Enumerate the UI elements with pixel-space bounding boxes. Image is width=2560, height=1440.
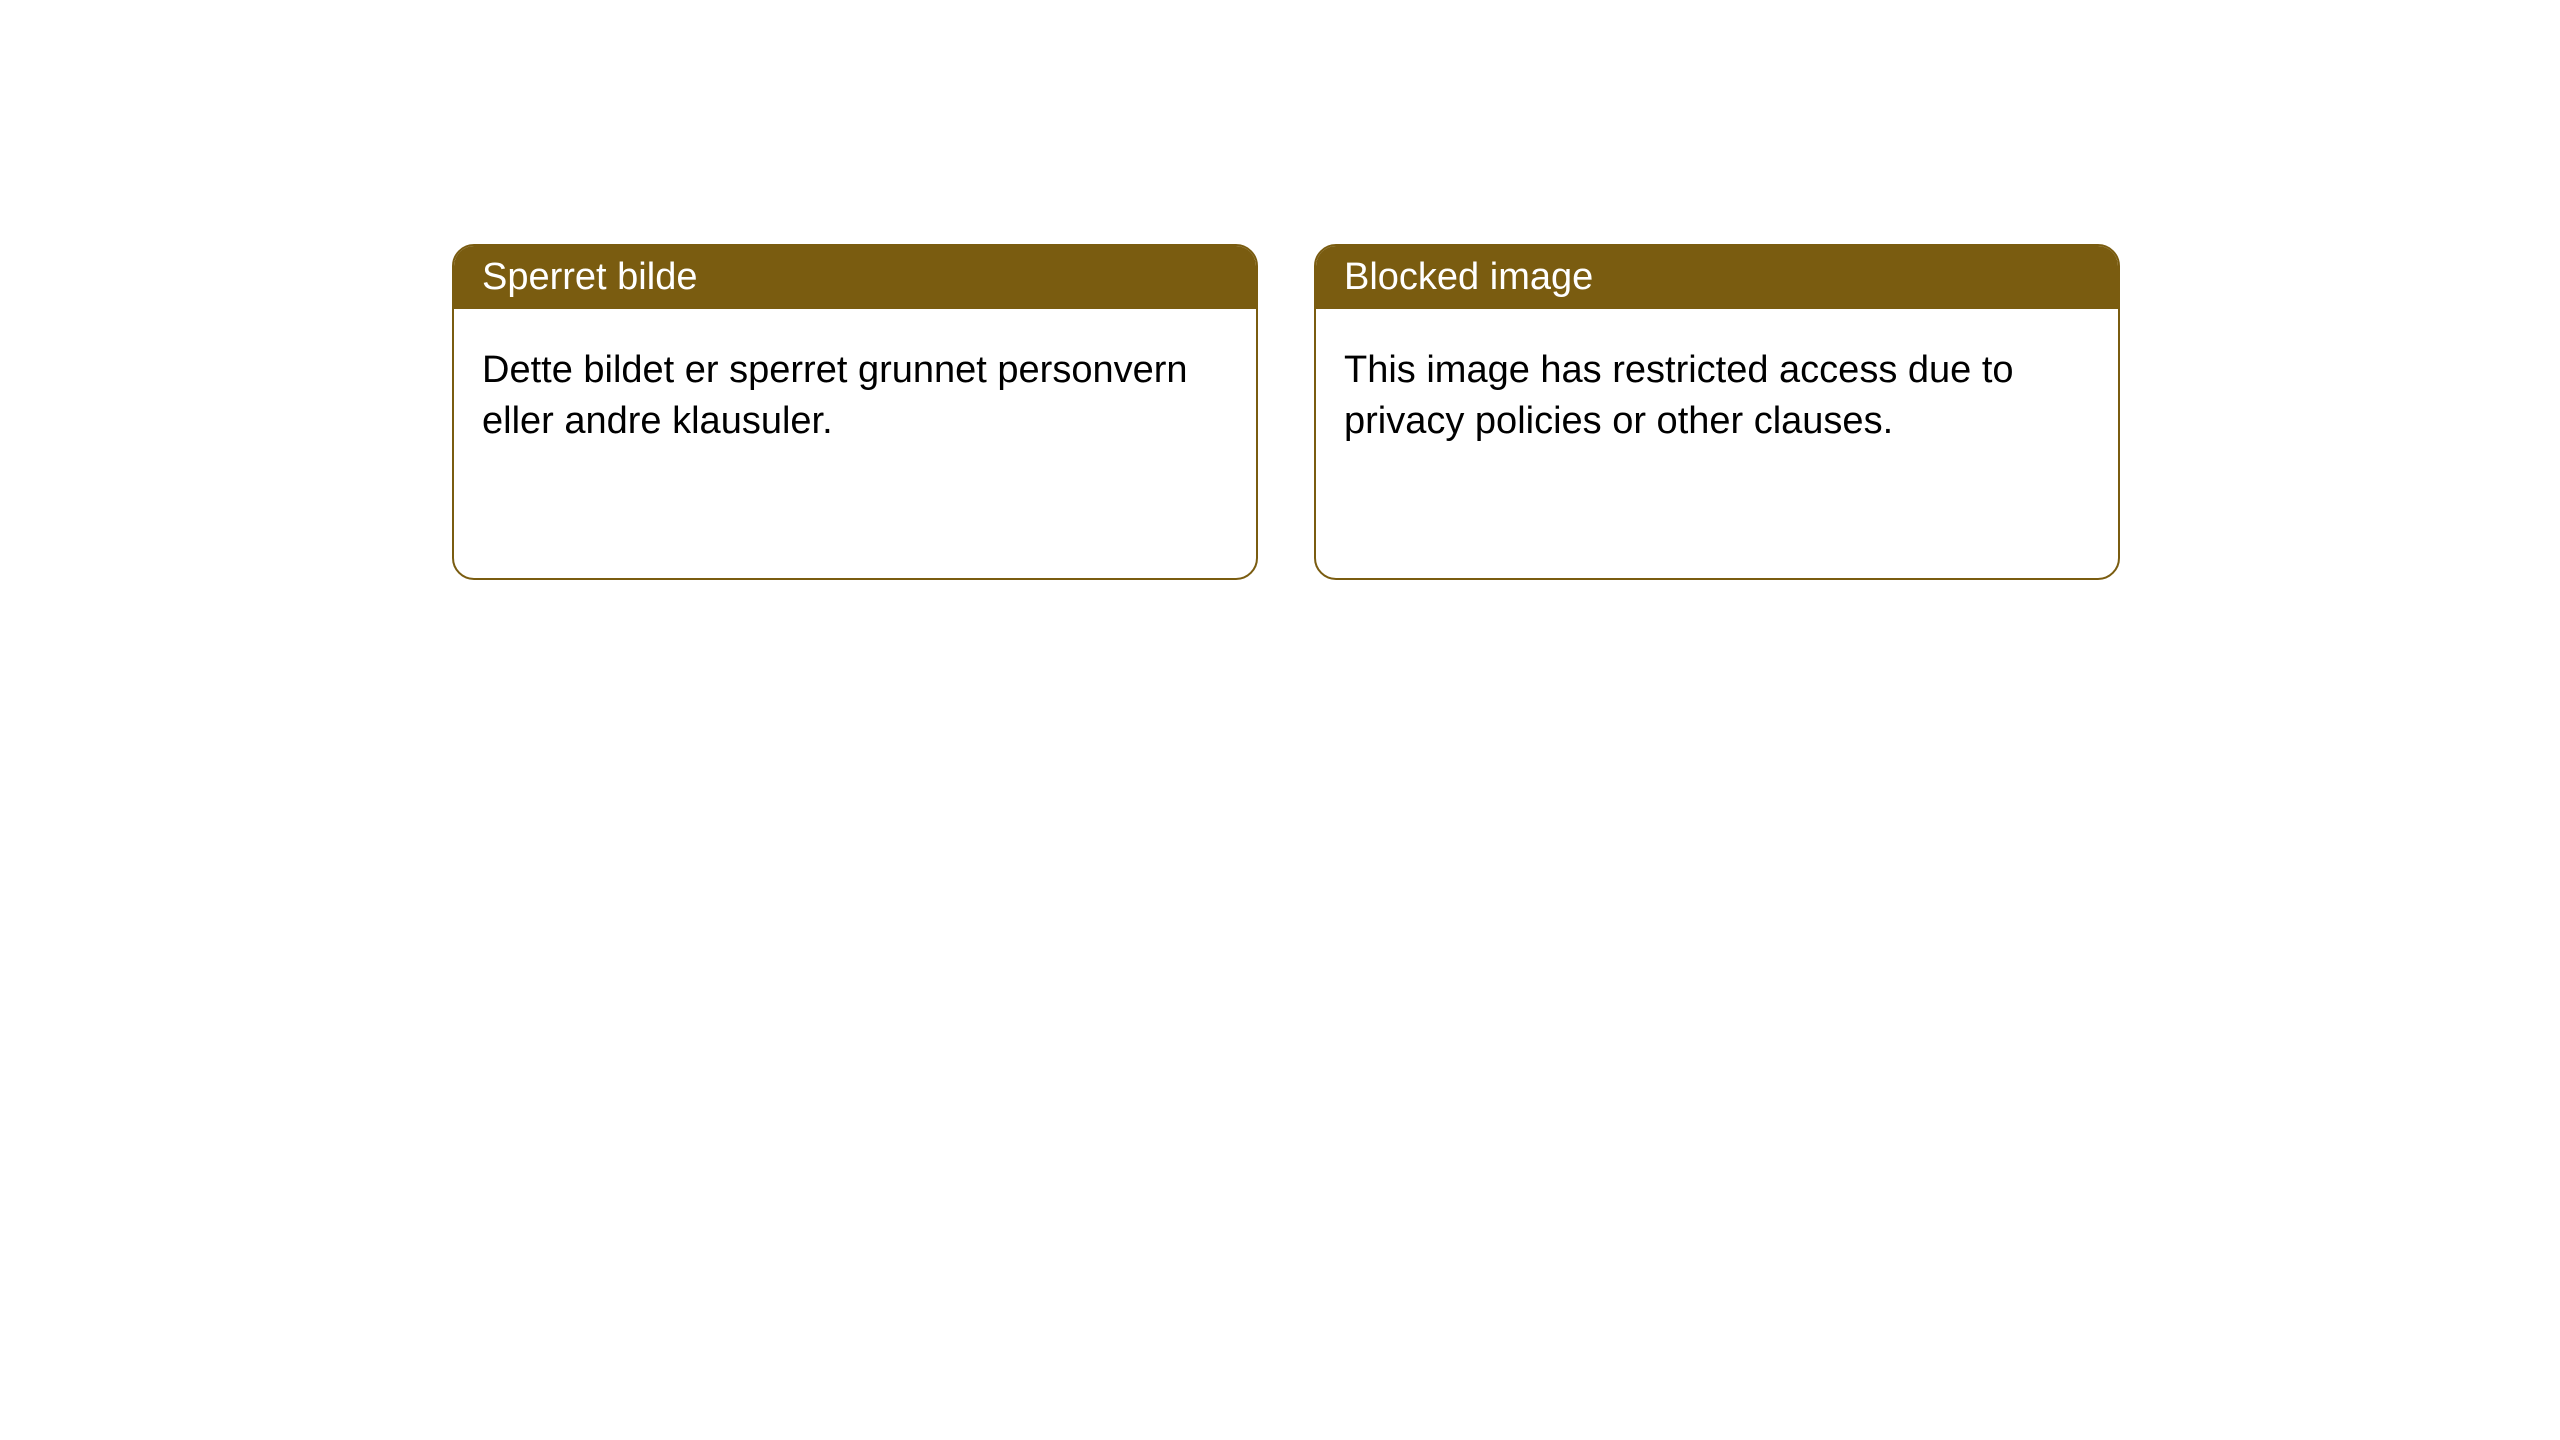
card-header: Blocked image <box>1316 246 2118 309</box>
blocked-image-card-no: Sperret bilde Dette bildet er sperret gr… <box>452 244 1258 580</box>
blocked-image-card-en: Blocked image This image has restricted … <box>1314 244 2120 580</box>
notice-cards-container: Sperret bilde Dette bildet er sperret gr… <box>0 0 2560 580</box>
card-header: Sperret bilde <box>454 246 1256 309</box>
card-body: This image has restricted access due to … <box>1316 309 2118 484</box>
card-body-text: This image has restricted access due to … <box>1344 349 2014 442</box>
card-title: Sperret bilde <box>482 256 697 298</box>
card-title: Blocked image <box>1344 256 1593 298</box>
card-body-text: Dette bildet er sperret grunnet personve… <box>482 349 1188 442</box>
card-body: Dette bildet er sperret grunnet personve… <box>454 309 1256 484</box>
